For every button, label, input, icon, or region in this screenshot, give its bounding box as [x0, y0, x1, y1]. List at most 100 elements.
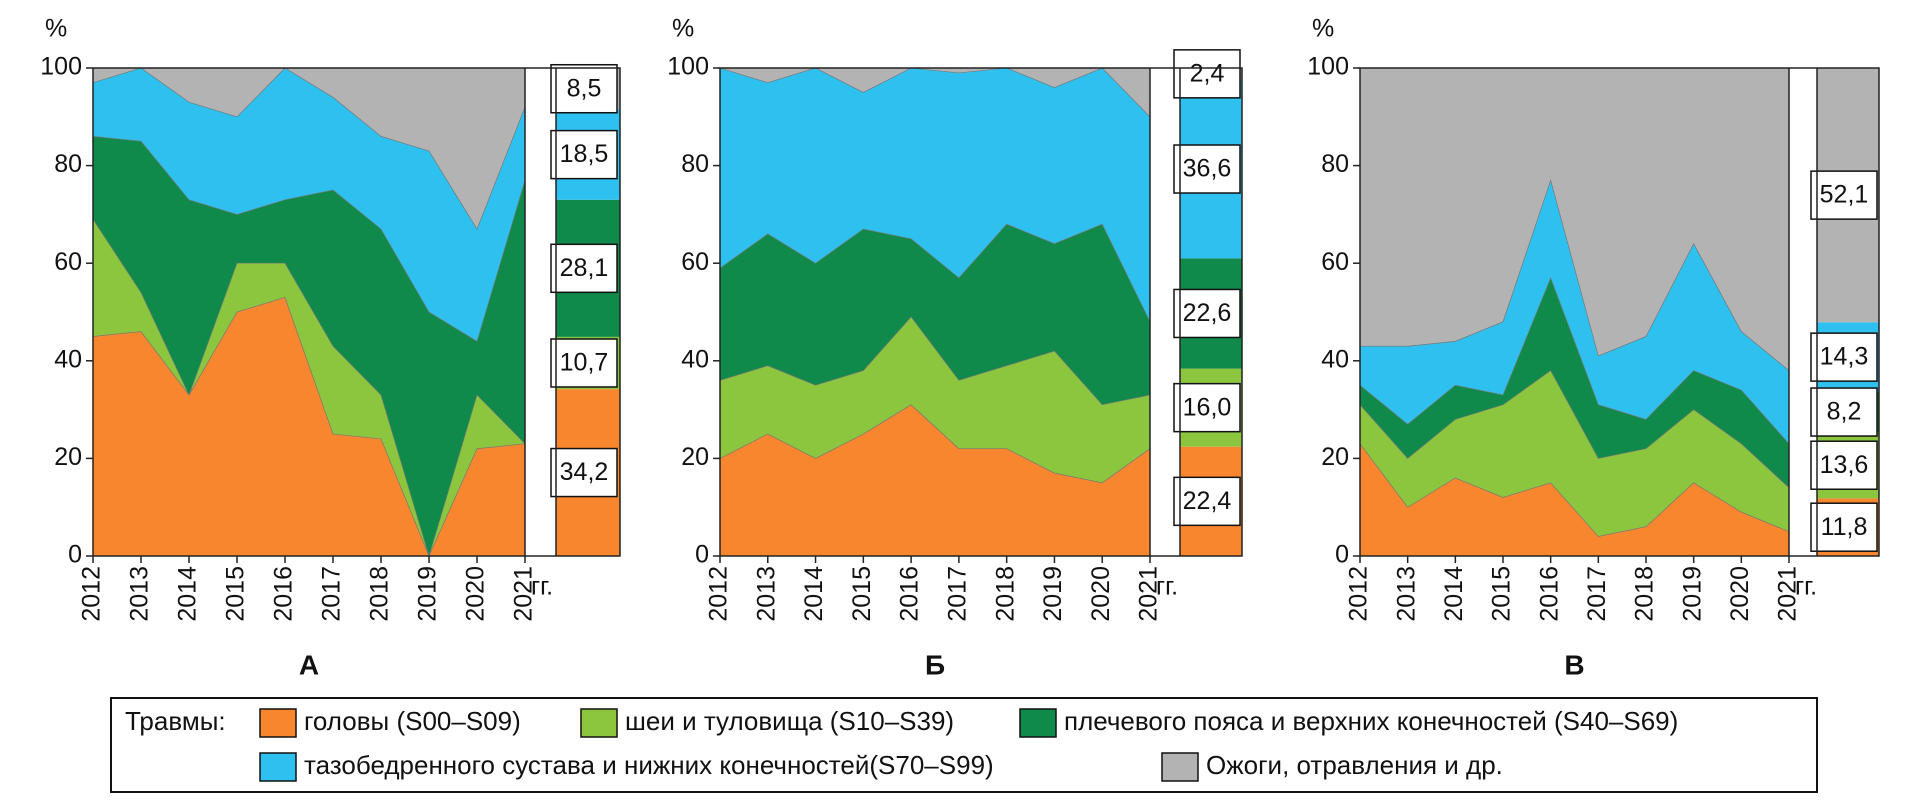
value-label: 11,8 [1821, 513, 1868, 541]
y-tick-label: 100 [1307, 53, 1349, 81]
y-tick-label: 100 [667, 53, 709, 81]
plot-frame [92, 67, 621, 557]
x-tick-label: 2015 [222, 566, 250, 622]
value-label-box [1173, 288, 1241, 339]
y-tick-label: 40 [54, 345, 82, 373]
value-label-box [1810, 387, 1878, 437]
legend-label: шеи и туловища (S10–S39) [625, 706, 954, 736]
legend-swatch [1019, 708, 1057, 738]
value-label-box [550, 63, 618, 114]
value-label: 22,6 [1183, 299, 1232, 327]
legend-label: головы (S00–S09) [304, 706, 521, 736]
value-label-box [1173, 144, 1241, 194]
value-label-box [1173, 382, 1241, 433]
x-tick-label: 2020 [462, 566, 490, 622]
y-tick-label: 60 [1321, 248, 1349, 276]
value-label-box [1810, 502, 1878, 552]
value-label: 16,0 [1183, 393, 1232, 421]
x-tick-label: 2019 [414, 566, 442, 622]
y-axis-label: % [1312, 15, 1334, 43]
x-tick-label: 2016 [1535, 566, 1563, 622]
legend-label: Ожоги, отравления и др. [1206, 750, 1503, 780]
x-tick-label: 2014 [800, 566, 828, 622]
x-tick-label: 2016 [896, 566, 924, 622]
value-label-box [550, 129, 618, 180]
value-label-box [550, 447, 618, 498]
y-axis-label: % [672, 15, 694, 43]
y-axis-label: % [45, 15, 67, 43]
legend-swatch [259, 708, 297, 738]
x-tick-label: 2021 [510, 566, 538, 622]
y-tick-label: 80 [681, 150, 709, 178]
x-tick-label: 2017 [943, 566, 971, 622]
x-tick-label: 2020 [1087, 566, 1115, 622]
y-tick-label: 0 [695, 541, 709, 569]
y-tick-label: 20 [1321, 443, 1349, 471]
x-tick-label: 2018 [1631, 566, 1659, 622]
value-label: 18,5 [560, 140, 609, 168]
x-tick-label: 2018 [366, 566, 394, 622]
value-label: 2,4 [1190, 59, 1225, 87]
legend-title: Травмы: [125, 706, 226, 736]
panel-title: В [1564, 649, 1584, 680]
y-tick-label: 40 [1321, 345, 1349, 373]
legend-label: плечевого пояса и верхних конечностей (S… [1064, 706, 1678, 736]
panel-title: А [299, 649, 319, 680]
x-tick-label: 2021 [1135, 566, 1163, 622]
x-tick-label: 2014 [1440, 566, 1468, 622]
plot-frame [1359, 67, 1880, 557]
value-label: 14,3 [1820, 343, 1869, 371]
y-tick-label: 40 [681, 345, 709, 373]
x-tick-label: 2012 [705, 566, 733, 622]
value-label: 52,1 [1820, 181, 1869, 209]
x-tick-label: 2012 [1345, 566, 1373, 622]
x-tick-label: 2013 [126, 566, 154, 622]
value-label: 36,6 [1183, 155, 1232, 183]
y-tick-label: 80 [1321, 150, 1349, 178]
value-label: 34,2 [560, 458, 609, 486]
value-label-box [1173, 476, 1241, 527]
x-tick-label: 2020 [1726, 566, 1754, 622]
legend-swatch [580, 708, 618, 738]
value-label-box [550, 338, 618, 388]
value-label: 28,1 [560, 254, 609, 282]
value-label: 8,2 [1827, 398, 1862, 426]
x-tick-label: 2013 [752, 566, 780, 622]
x-tick-label: 2018 [991, 566, 1019, 622]
x-tick-label: 2017 [1583, 566, 1611, 622]
value-label: 22,4 [1183, 487, 1232, 515]
x-tick-label: 2019 [1039, 566, 1067, 622]
value-label: 13,6 [1820, 451, 1869, 479]
x-tick-label: 2019 [1678, 566, 1706, 622]
value-label-box [1810, 440, 1878, 490]
value-label-box [1810, 170, 1878, 220]
value-label-box [1173, 49, 1241, 99]
value-label: 10,7 [560, 349, 609, 377]
x-tick-label: 2016 [270, 566, 298, 622]
x-tick-label: 2017 [318, 566, 346, 622]
panel-title: Б [925, 649, 945, 680]
y-tick-label: 60 [54, 248, 82, 276]
y-tick-label: 0 [1335, 541, 1349, 569]
x-unit: гг. [531, 573, 553, 601]
value-label-box [1810, 332, 1878, 382]
plot-frame [719, 67, 1243, 557]
value-label: 8,5 [567, 74, 602, 102]
x-tick-label: 2015 [848, 566, 876, 622]
y-tick-label: 20 [681, 443, 709, 471]
y-tick-label: 60 [681, 248, 709, 276]
legend-box [110, 697, 1818, 793]
x-tick-label: 2021 [1774, 566, 1802, 622]
y-tick-label: 0 [68, 541, 82, 569]
x-tick-label: 2013 [1392, 566, 1420, 622]
x-tick-label: 2014 [174, 566, 202, 622]
legend-label: тазобедренного сустава и нижних конечнос… [304, 750, 994, 780]
x-tick-label: 2012 [78, 566, 106, 622]
x-tick-label: 2015 [1488, 566, 1516, 622]
x-unit: гг. [1156, 573, 1178, 601]
x-unit: гг. [1795, 573, 1817, 601]
legend-swatch [259, 752, 297, 782]
legend-swatch [1161, 752, 1199, 782]
y-tick-label: 80 [54, 150, 82, 178]
